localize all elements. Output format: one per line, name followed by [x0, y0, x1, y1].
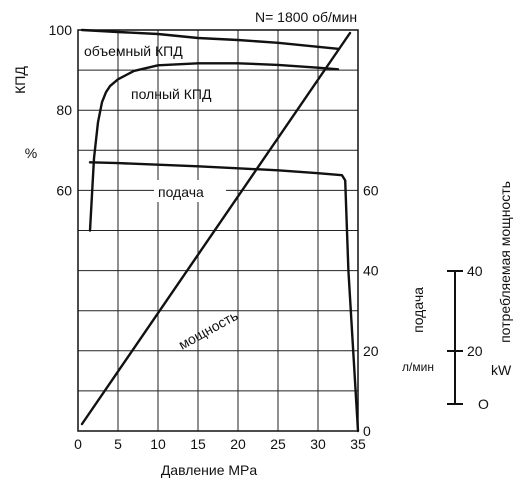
- outer-right-axis-label: потребляемая мощность: [497, 181, 513, 343]
- volumetric-efficiency-line: [80, 28, 340, 50]
- inner-right-axis-unit: л/мин: [402, 360, 434, 374]
- power-line: [80, 31, 352, 426]
- left-tick-label: 80: [56, 102, 72, 118]
- inner-right-tick-label: 60: [363, 182, 379, 198]
- series-label-total-efficiency: полный КПД: [131, 86, 212, 102]
- outer-right-tick-label-0: O: [478, 396, 489, 412]
- outer-right-tick-label-40: 40: [467, 263, 483, 279]
- x-axis-label: Давление MPa: [161, 462, 258, 478]
- series-label-flow: подача: [158, 184, 204, 200]
- outer-right-tick-label-20: 20: [467, 343, 483, 359]
- x-tick-label: 20: [230, 436, 246, 452]
- series-label-flow-background: [154, 180, 226, 202]
- total-efficiency-line: [88, 62, 340, 232]
- flow-line: [88, 161, 360, 433]
- x-tick-label: 0: [74, 436, 82, 452]
- x-tick-label: 35: [350, 436, 366, 452]
- x-tick-label: 15: [190, 436, 206, 452]
- plot-frame: [77, 29, 359, 432]
- left-axis-label: КПД: [12, 66, 28, 94]
- chart-title: N= 1800 об/мин: [255, 9, 357, 25]
- x-tick-label: 30: [310, 436, 326, 452]
- left-axis-unit: %: [25, 145, 37, 161]
- x-tick-label: 5: [114, 436, 122, 452]
- x-tick-label: 25: [270, 436, 286, 452]
- left-tick-label: 60: [56, 182, 72, 198]
- outer-right-axis-unit: kW: [491, 362, 512, 378]
- series-label-volumetric-efficiency: объемный КПД: [84, 43, 183, 59]
- x-tick-label: 10: [150, 436, 166, 452]
- inner-right-tick-label: 0: [363, 423, 371, 439]
- inner-right-tick-label: 40: [363, 263, 379, 279]
- inner-right-tick-label: 20: [363, 343, 379, 359]
- inner-right-axis-label: подача: [410, 287, 426, 333]
- left-tick-label: 100: [49, 22, 73, 38]
- tick-labels: 0 5 10 15 20 25 30 35 60 80 100 0 20 40 60: [49, 22, 379, 452]
- series-layer: [80, 28, 360, 433]
